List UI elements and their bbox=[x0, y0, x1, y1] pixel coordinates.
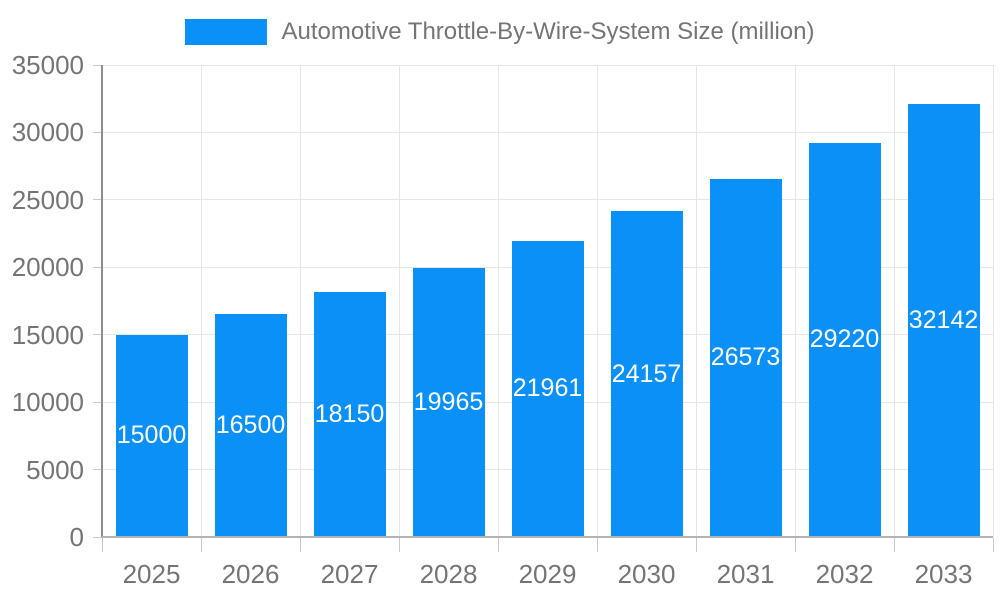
x-gridline bbox=[992, 65, 994, 537]
y-axis-line bbox=[101, 65, 103, 537]
x-gridline bbox=[695, 65, 697, 537]
bar-value-label: 24157 bbox=[611, 359, 682, 388]
bar: 32142 bbox=[907, 103, 980, 537]
x-tick bbox=[992, 538, 994, 552]
bar-value-label: 26573 bbox=[710, 343, 781, 372]
y-tick-label: 30000 bbox=[11, 117, 84, 148]
x-gridline bbox=[200, 65, 202, 537]
x-tick-label: 2030 bbox=[617, 559, 676, 589]
bar: 15000 bbox=[115, 334, 188, 537]
y-tick-label: 15000 bbox=[11, 319, 84, 350]
y-tick bbox=[93, 131, 102, 133]
bar-value-label: 32142 bbox=[908, 305, 979, 334]
bar: 21961 bbox=[511, 240, 584, 537]
x-tick bbox=[596, 538, 598, 552]
y-tick-label: 35000 bbox=[11, 50, 84, 80]
x-tick-label: 2025 bbox=[122, 559, 181, 589]
y-tick bbox=[93, 64, 102, 66]
x-tick-label: 2028 bbox=[419, 559, 478, 589]
legend-label: Automotive Throttle-By-Wire-System Size … bbox=[281, 18, 815, 45]
x-gridline bbox=[398, 65, 400, 537]
y-gridline bbox=[102, 64, 993, 66]
y-tick bbox=[93, 401, 102, 403]
bar-value-label: 18150 bbox=[314, 400, 385, 429]
x-gridline bbox=[596, 65, 598, 537]
x-gridline bbox=[794, 65, 796, 537]
x-tick-label: 2027 bbox=[320, 559, 379, 589]
x-tick bbox=[497, 538, 499, 552]
y-tick bbox=[93, 469, 102, 471]
y-tick-label: 25000 bbox=[11, 184, 84, 215]
x-tick-label: 2026 bbox=[221, 559, 280, 589]
bar: 18150 bbox=[313, 292, 386, 537]
x-tick bbox=[398, 538, 400, 552]
bar-value-label: 15000 bbox=[116, 421, 187, 450]
y-tick-label: 5000 bbox=[26, 454, 84, 485]
y-gridline bbox=[102, 199, 993, 201]
bar-value-label: 21961 bbox=[512, 374, 583, 403]
bar: 16500 bbox=[214, 314, 287, 537]
x-tick-label: 2029 bbox=[518, 559, 577, 589]
x-gridline bbox=[893, 65, 895, 537]
bar-value-label: 16500 bbox=[215, 411, 286, 440]
x-gridline bbox=[299, 65, 301, 537]
x-tick bbox=[200, 538, 202, 552]
y-tick bbox=[93, 536, 102, 538]
bar: 19965 bbox=[412, 267, 485, 537]
x-tick-label: 2032 bbox=[815, 559, 874, 589]
y-tick-label: 10000 bbox=[11, 387, 84, 418]
x-tick-label: 2031 bbox=[716, 559, 775, 589]
y-tick bbox=[93, 334, 102, 336]
chart-legend: Automotive Throttle-By-Wire-System Size … bbox=[0, 18, 1000, 46]
bar-value-label: 29220 bbox=[809, 325, 880, 354]
y-tick bbox=[93, 199, 102, 201]
y-tick-label: 20000 bbox=[11, 252, 84, 283]
bar: 26573 bbox=[709, 178, 782, 537]
x-tick bbox=[299, 538, 301, 552]
x-axis-line bbox=[102, 536, 993, 538]
y-tick-label: 0 bbox=[69, 522, 84, 552]
x-tick bbox=[794, 538, 796, 552]
bar: 24157 bbox=[610, 211, 683, 537]
x-tick bbox=[101, 538, 103, 552]
bar-value-label: 19965 bbox=[413, 387, 484, 416]
x-tick-label: 2033 bbox=[914, 559, 973, 589]
x-gridline bbox=[497, 65, 499, 537]
legend-swatch bbox=[185, 19, 268, 45]
y-gridline bbox=[102, 131, 993, 133]
x-tick bbox=[695, 538, 697, 552]
bar: 29220 bbox=[808, 142, 881, 537]
x-tick bbox=[893, 538, 895, 552]
y-tick bbox=[93, 266, 102, 268]
